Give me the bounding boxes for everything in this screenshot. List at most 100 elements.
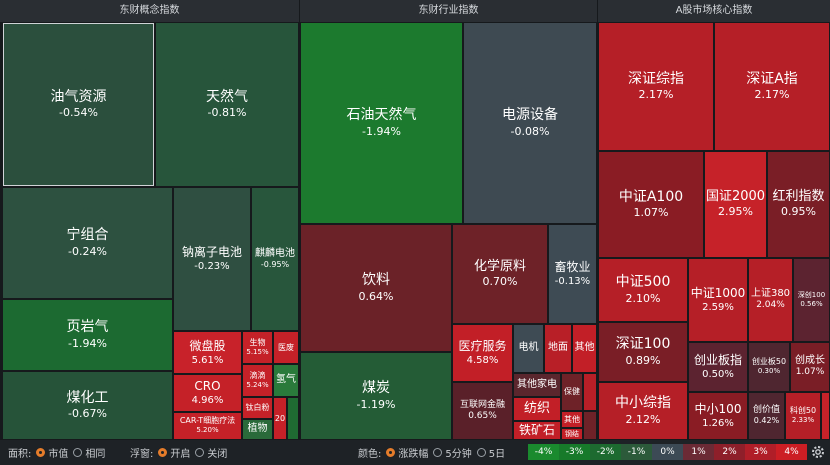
tile-concept-4[interactable]: 麒麟电池 -0.95% (251, 187, 299, 331)
tile-concept-16[interactable]: 20 (273, 397, 287, 440)
tile-name: 互联网金融 (459, 399, 505, 410)
tile-concept-2[interactable]: 宁组合 -0.24% (2, 187, 173, 299)
color-label: 颜色: (358, 449, 382, 460)
color-option-5day[interactable]: 5日 (476, 445, 506, 460)
tile-core-15[interactable]: 创价值 0.42% (748, 392, 785, 440)
tile-concept-0[interactable]: 油气资源 -0.54% (2, 22, 155, 187)
tile-industry-8[interactable]: 地面 (544, 324, 572, 373)
tile-value: -1.19% (356, 397, 396, 411)
tile-name: 上证380 (750, 287, 791, 299)
tile-industry-12[interactable]: 纺织 (513, 397, 561, 421)
tile-value: 5.24% (246, 380, 269, 389)
tile-core-5[interactable]: 中证500 2.10% (598, 258, 688, 322)
float-opt2-label: 关闭 (207, 449, 228, 460)
tile-name: 科创50 (789, 406, 817, 416)
tile-industry-13[interactable]: 保健 (561, 373, 583, 411)
tile-name: 创业板指 (693, 353, 742, 367)
tile-industry-2[interactable]: 饮料 0.64% (300, 224, 452, 352)
tile-name: 电机 (518, 342, 539, 354)
float-option-off[interactable]: 关闭 (195, 445, 227, 460)
tile-core-17[interactable] (821, 392, 830, 440)
tile-core-9[interactable]: 深证100 0.89% (598, 322, 688, 382)
color-option-5min[interactable]: 5分钟 (433, 445, 472, 460)
tile-industry-3[interactable]: 化学原料 0.70% (452, 224, 548, 324)
tile-core-13[interactable]: 中小综指 2.12% (598, 382, 688, 440)
tile-industry-16[interactable]: 其他 (561, 411, 583, 428)
tile-industry-0[interactable]: 石油天然气 -1.94% (300, 22, 463, 224)
tile-industry-6[interactable]: 医疗服务 4.58% (452, 324, 513, 382)
area-label: 面积: (8, 449, 32, 460)
tile-industry-9[interactable]: 其他 (572, 324, 597, 373)
tile-industry-14[interactable] (583, 373, 597, 411)
tile-core-1[interactable]: 深证A指 2.17% (714, 22, 830, 151)
tile-core-12[interactable]: 创成长 1.07% (790, 342, 830, 392)
area-option-market-cap[interactable]: 市值 (36, 445, 68, 460)
tile-industry-4[interactable]: 畜牧业 -0.13% (548, 224, 597, 324)
tile-concept-3[interactable]: 钠离子电池 -0.23% (173, 187, 251, 331)
tile-value: 5.15% (246, 347, 269, 356)
tile-value: 2.10% (625, 291, 661, 305)
color-option-change[interactable]: 涨跌幅 (386, 445, 428, 460)
tile-concept-10[interactable]: CRO 4.96% (173, 374, 242, 412)
tile-core-16[interactable]: 科创50 2.33% (785, 392, 821, 440)
tile-core-14[interactable]: 中小100 1.26% (688, 392, 748, 440)
area-option-equal[interactable]: 相同 (73, 445, 105, 460)
tile-value: 0.42% (753, 416, 780, 426)
tile-core-8[interactable]: 深创100 0.56% (793, 258, 830, 342)
tile-value: 0.56% (800, 299, 823, 308)
tile-concept-6[interactable]: 煤化工 -0.67% (2, 371, 173, 440)
tile-concept-8[interactable]: 生物 5.15% (242, 331, 273, 364)
tile-value: -0.23% (194, 261, 230, 272)
tile-industry-15[interactable]: 铁矿石 (513, 421, 561, 440)
tile-industry-18[interactable] (583, 411, 597, 440)
tile-concept-1[interactable]: 天然气 -0.81% (155, 22, 299, 187)
legend-cell: -4% (528, 444, 559, 460)
tile-name: 铁矿石 (518, 423, 555, 437)
tile-name: 深证综指 (628, 70, 684, 87)
color-opt3-label: 5日 (488, 449, 506, 460)
tile-core-0[interactable]: 深证综指 2.17% (598, 22, 714, 151)
tile-industry-5[interactable]: 煤炭 -1.19% (300, 352, 452, 440)
tile-concept-9[interactable]: 医废 (273, 331, 299, 364)
tile-industry-17[interactable]: 钢结 (561, 428, 583, 440)
tile-core-11[interactable]: 创业板50 0.30% (748, 342, 790, 392)
core-header: A股市场核心指数 (598, 0, 830, 22)
tile-industry-10[interactable]: 其他家电 (513, 373, 561, 397)
tile-concept-11[interactable]: 滴滴 5.24% (242, 364, 273, 397)
tile-concept-17[interactable] (287, 397, 299, 440)
tile-core-6[interactable]: 中证1000 2.59% (688, 258, 748, 342)
tile-value: -0.81% (207, 106, 247, 120)
tile-core-7[interactable]: 上证380 2.04% (748, 258, 793, 342)
tile-name: 宁组合 (66, 227, 109, 244)
tile-name: 畜牧业 (554, 260, 591, 274)
tile-industry-7[interactable]: 电机 (513, 324, 544, 373)
tile-core-2[interactable]: 中证A100 1.07% (598, 151, 704, 258)
tile-name: 创业板50 (751, 357, 787, 367)
tile-concept-14[interactable]: 钛白粉 (242, 397, 273, 419)
tile-core-4[interactable]: 红利指数 0.95% (767, 151, 830, 258)
tile-name: CRO (194, 379, 221, 393)
tile-value: 2.95% (718, 205, 753, 219)
tile-name: 煤化工 (66, 389, 109, 406)
tile-name: 中小综指 (615, 395, 671, 412)
tile-concept-7[interactable]: 微盘股 5.61% (173, 331, 242, 374)
gear-icon[interactable] (810, 444, 826, 460)
area-opt2-label: 相同 (85, 449, 106, 460)
tile-concept-12[interactable]: 氢气 (273, 364, 299, 397)
tile-name: 其他 (564, 414, 580, 424)
concept-header: 东财概念指数 (0, 0, 299, 22)
float-option-on[interactable]: 开启 (158, 445, 190, 460)
tile-core-3[interactable]: 国证2000 2.95% (704, 151, 767, 258)
color-legend: -4% -3% -2% -1% 0% 1% 2% 3% 4% (528, 444, 807, 460)
tile-industry-11[interactable]: 互联网金融 0.65% (452, 382, 513, 440)
tile-industry-1[interactable]: 电源设备 -0.08% (463, 22, 597, 224)
tile-concept-5[interactable]: 页岩气 -1.94% (2, 299, 173, 371)
tile-concept-13[interactable]: CAR-T细胞疗法 5.20% (173, 412, 242, 440)
tile-value: 4.96% (191, 395, 224, 406)
tile-core-10[interactable]: 创业板指 0.50% (688, 342, 748, 392)
tile-value: -0.08% (510, 124, 550, 138)
float-opt1-label: 开启 (170, 449, 191, 460)
tile-value: -0.67% (68, 407, 107, 421)
tile-concept-15[interactable]: 植物 (242, 419, 273, 440)
tile-value: -0.24% (68, 244, 107, 258)
